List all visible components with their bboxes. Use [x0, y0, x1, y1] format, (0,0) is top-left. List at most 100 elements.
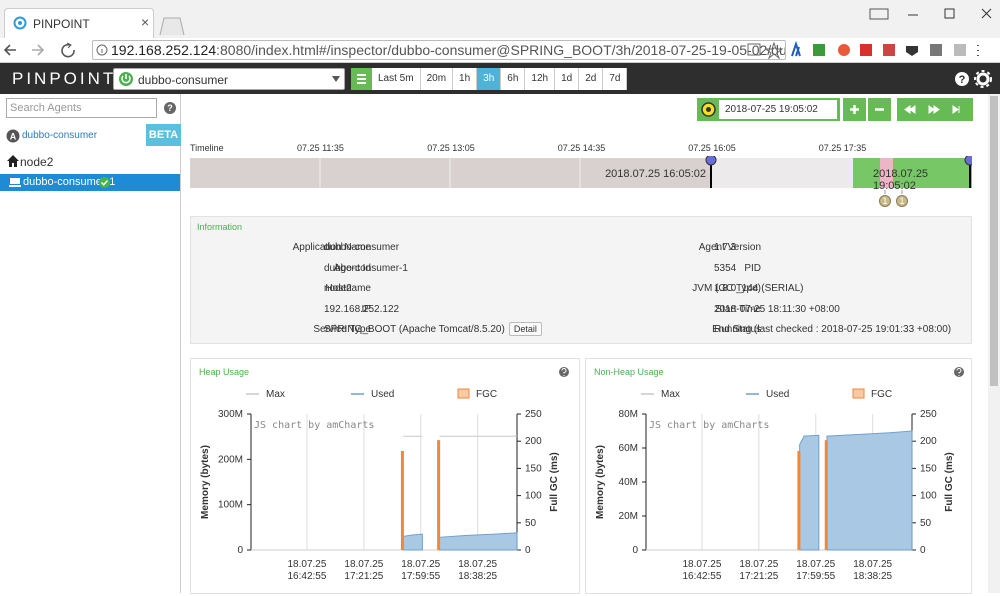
period-button[interactable]: 20m [420, 68, 454, 90]
search-agents[interactable]: Search Agents [6, 98, 157, 118]
legend-swatch [457, 388, 470, 399]
timeline-bar[interactable] [190, 156, 972, 216]
y2-tick-label: 200 [920, 436, 937, 447]
datetime-field[interactable]: 2018-07-25 19:05:02 [719, 100, 837, 119]
watermark: JS chart by amCharts [649, 420, 769, 431]
sidebar: Search Agents ? A dubbo-consumer BETA no… [0, 94, 181, 593]
period-button[interactable]: 2d [579, 68, 604, 90]
heap-chart: Heap Usage18.07.2516:42:5518.07.2517:21:… [199, 367, 569, 582]
scroll-thumb[interactable] [990, 96, 998, 386]
info-value: 192.168.252.122 [324, 304, 399, 315]
y2-tick-label: 50 [920, 518, 932, 529]
extension-icons [747, 41, 979, 59]
x-tick-time: 16:42:55 [288, 571, 327, 582]
legend-label[interactable]: FGC [871, 389, 892, 400]
information-panel: Information Application Name dubbo-consum… [190, 216, 972, 344]
legend-label[interactable]: Used [766, 389, 789, 400]
y2-tick-label: 150 [920, 463, 937, 474]
info-label: Application Name [292, 242, 371, 253]
sidebar-application[interactable]: dubbo-consumer [22, 130, 98, 141]
info-row: Agent Version 1.7.3 [581, 242, 971, 256]
x-tick-time: 18:38:25 [853, 571, 892, 582]
info-label: JVM (GC Type) [692, 283, 761, 294]
x-tick-date: 18.07.25 [796, 559, 835, 570]
info-label: Start Time [715, 303, 761, 315]
app-name: dubbo-consumer [138, 73, 229, 87]
info-row: Service Type SPRING_BOOT (Apache Tomcat/8… [191, 322, 581, 338]
event-marker[interactable]: 1 [896, 195, 908, 207]
fgc-bar [824, 440, 828, 550]
nav-buttons[interactable] [4, 41, 90, 59]
info-label: Agent Version [698, 242, 761, 253]
window-controls [869, 8, 992, 20]
info-value-text: SPRING_BOOT (Apache Tomcat/8.5.20) [324, 324, 505, 335]
timeline-tick-label: 07.25 14:35 [557, 143, 606, 153]
period-button[interactable]: 7d [603, 68, 628, 90]
period-button[interactable]: 1h [453, 68, 478, 90]
detail-button[interactable]: Detail [508, 322, 542, 336]
info-row: JVM (GC Type) 1.8.0_144 (SERIAL) [581, 283, 971, 297]
url-field[interactable]: 192.168.252.124:8080/index.html#/inspect… [92, 40, 786, 60]
new-tab[interactable] [158, 16, 186, 36]
x-tick-date: 18.07.25 [739, 559, 778, 570]
period-button[interactable]: Last 5m [372, 68, 421, 90]
help-icon[interactable] [954, 367, 964, 377]
legend-label[interactable]: Max [266, 389, 285, 400]
help-icon[interactable] [559, 367, 569, 377]
browser-tab-bar: PINPOINT × [0, 0, 1000, 38]
list-button[interactable] [351, 68, 372, 90]
y2-tick-label: 100 [920, 491, 937, 502]
non-heap-chart: Non-Heap Usage18.07.2516:42:5518.07.2517… [594, 367, 964, 582]
y2-tick-label: 0 [920, 545, 926, 556]
host-name: node2 [20, 155, 54, 169]
info-value: Running (last checked : 2018-07-25 19:01… [714, 324, 951, 335]
header-icons[interactable]: ? [952, 69, 992, 89]
browser-tab[interactable]: PINPOINT × [4, 8, 154, 38]
application-select[interactable]: dubbo-consumer [113, 68, 345, 90]
list-icon [357, 74, 366, 84]
realtime-icon[interactable] [701, 102, 716, 117]
info-value-text: Running (last checked : 2018-07-25 19:01… [714, 324, 952, 335]
x-tick-date: 18.07.25 [401, 559, 440, 570]
y-axis-title: Memory (bytes) [200, 445, 211, 519]
scrollbar[interactable] [988, 94, 1000, 593]
tab-title: PINPOINT [33, 17, 90, 31]
timeline-tick-label: 07.25 17:35 [818, 143, 867, 153]
info-label: PID [744, 262, 761, 274]
info-value: 1.8.0_144 (SERIAL) [714, 283, 804, 294]
help-icon[interactable]: ? [164, 102, 176, 114]
info-value: dubbo-consumer [324, 242, 399, 253]
browser-address-bar: 192.168.252.124:8080/index.html#/inspect… [0, 38, 1000, 63]
period-button[interactable]: 3h [477, 68, 502, 90]
x-tick-time: 17:59:55 [401, 571, 440, 582]
svg-text:A: A [10, 132, 17, 142]
period-button[interactable]: 12h [525, 68, 556, 90]
agent-row[interactable]: dubbo-consumer-1 [0, 174, 180, 191]
period-button[interactable]: 1d [555, 68, 580, 90]
server-icon [9, 178, 21, 187]
x-tick-date: 18.07.25 [458, 559, 497, 570]
info-value-text: dubbo-consumer-1 [324, 262, 408, 274]
y2-tick-label: 50 [525, 518, 537, 529]
y-tick-label: 300M [218, 409, 243, 420]
y2-axis-title: Full GC (ms) [549, 452, 560, 511]
info-value-text: 1.8.0_144 (SERIAL) [714, 283, 804, 294]
app-type-icon: A [6, 129, 20, 143]
event-marker[interactable]: 1 [879, 195, 891, 207]
legend-label[interactable]: FGC [476, 389, 497, 400]
watermark: JS chart by amCharts [254, 420, 374, 431]
selection-end: 2018.07.25 19:05:02 [873, 168, 929, 192]
x-tick-date: 18.07.25 [288, 559, 327, 570]
y2-axis-title: Full GC (ms) [944, 452, 955, 511]
used-area [799, 430, 913, 551]
y-tick-label: 60M [619, 443, 638, 454]
info-row: End Status Running (last checked : 2018-0… [581, 324, 971, 338]
legend-label[interactable]: Max [661, 389, 680, 400]
time-nav-buttons[interactable] [843, 98, 973, 121]
svg-text:?: ? [959, 74, 966, 86]
tab-close[interactable]: × [141, 14, 150, 30]
period-button[interactable]: 6h [501, 68, 526, 90]
timeline-tick-label: 07.25 16:05 [688, 143, 736, 153]
info-row: IP 192.168.252.122 [191, 304, 581, 318]
legend-label[interactable]: Used [371, 389, 394, 400]
